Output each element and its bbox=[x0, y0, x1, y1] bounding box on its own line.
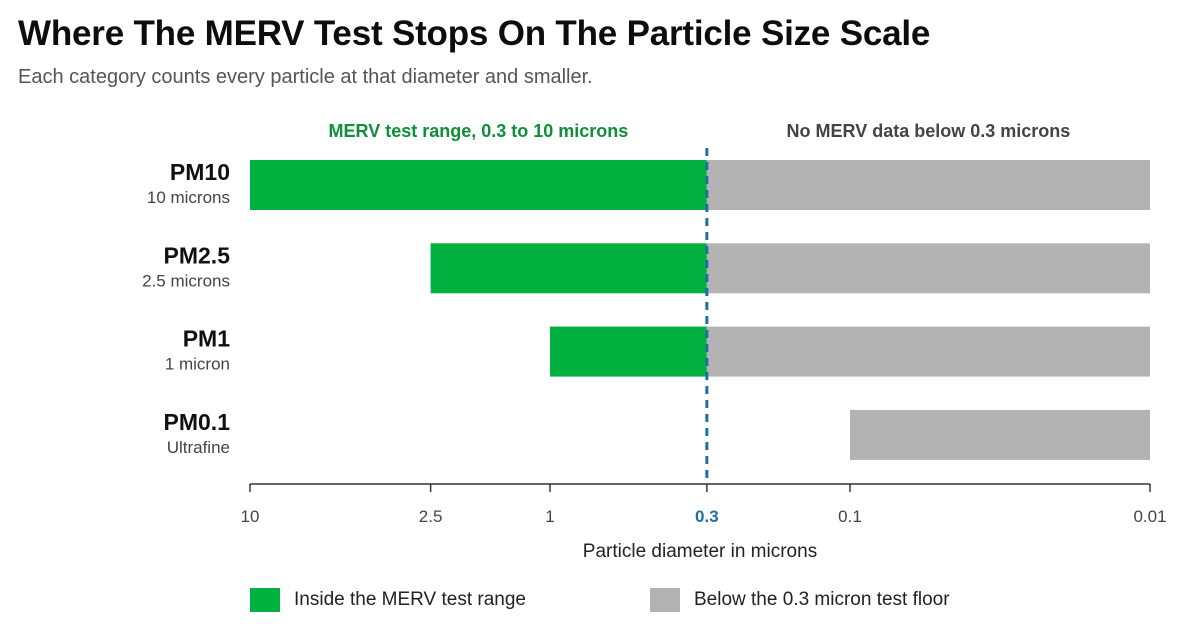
legend-swatch-inside bbox=[250, 588, 280, 612]
region-label-below: No MERV data below 0.3 microns bbox=[787, 121, 1071, 141]
x-axis-title: Particle diameter in microns bbox=[583, 541, 817, 562]
x-tick-label-0-01: 0.01 bbox=[1133, 507, 1166, 526]
category-sublabel-pm25: 2.5 microns bbox=[142, 271, 230, 290]
bar-below-pm1 bbox=[706, 326, 1150, 377]
bar-inside-pm25 bbox=[430, 243, 707, 294]
bar-below-pm25 bbox=[706, 243, 1150, 294]
chart-subtitle: Each category counts every particle at t… bbox=[18, 66, 593, 88]
legend-label-inside: Inside the MERV test range bbox=[294, 589, 526, 610]
bar-below-pm10 bbox=[706, 160, 1150, 210]
category-sublabel-pm1: 1 micron bbox=[165, 355, 230, 374]
legend-label-below: Below the 0.3 micron test floor bbox=[694, 589, 950, 610]
x-tick-label-2-5: 2.5 bbox=[419, 507, 443, 526]
bar-inside-pm1 bbox=[550, 326, 707, 377]
category-sublabel-pm01: Ultrafine bbox=[167, 438, 230, 457]
bar-below-pm01 bbox=[850, 409, 1150, 460]
category-sublabel-pm10: 10 microns bbox=[147, 188, 230, 207]
x-tick-label-10: 10 bbox=[241, 507, 260, 526]
legend-item-below: Below the 0.3 micron test floor bbox=[650, 587, 950, 613]
category-label-pm01: PM0.1 bbox=[164, 409, 231, 435]
category-label-pm1: PM1 bbox=[183, 326, 231, 352]
chart-title: Where The MERV Test Stops On The Particl… bbox=[18, 14, 931, 53]
legend-item-inside: Inside the MERV test range bbox=[250, 587, 526, 613]
x-tick-label-0-3: 0.3 bbox=[695, 507, 719, 526]
x-tick-label-1: 1 bbox=[545, 507, 554, 526]
x-tick-label-0-1: 0.1 bbox=[838, 507, 862, 526]
legend-swatch-below bbox=[650, 588, 680, 612]
bar-inside-pm10 bbox=[250, 160, 707, 210]
region-label-inside: MERV test range, 0.3 to 10 microns bbox=[329, 121, 629, 141]
category-label-pm10: PM10 bbox=[170, 159, 230, 185]
category-label-pm25: PM2.5 bbox=[164, 242, 231, 268]
